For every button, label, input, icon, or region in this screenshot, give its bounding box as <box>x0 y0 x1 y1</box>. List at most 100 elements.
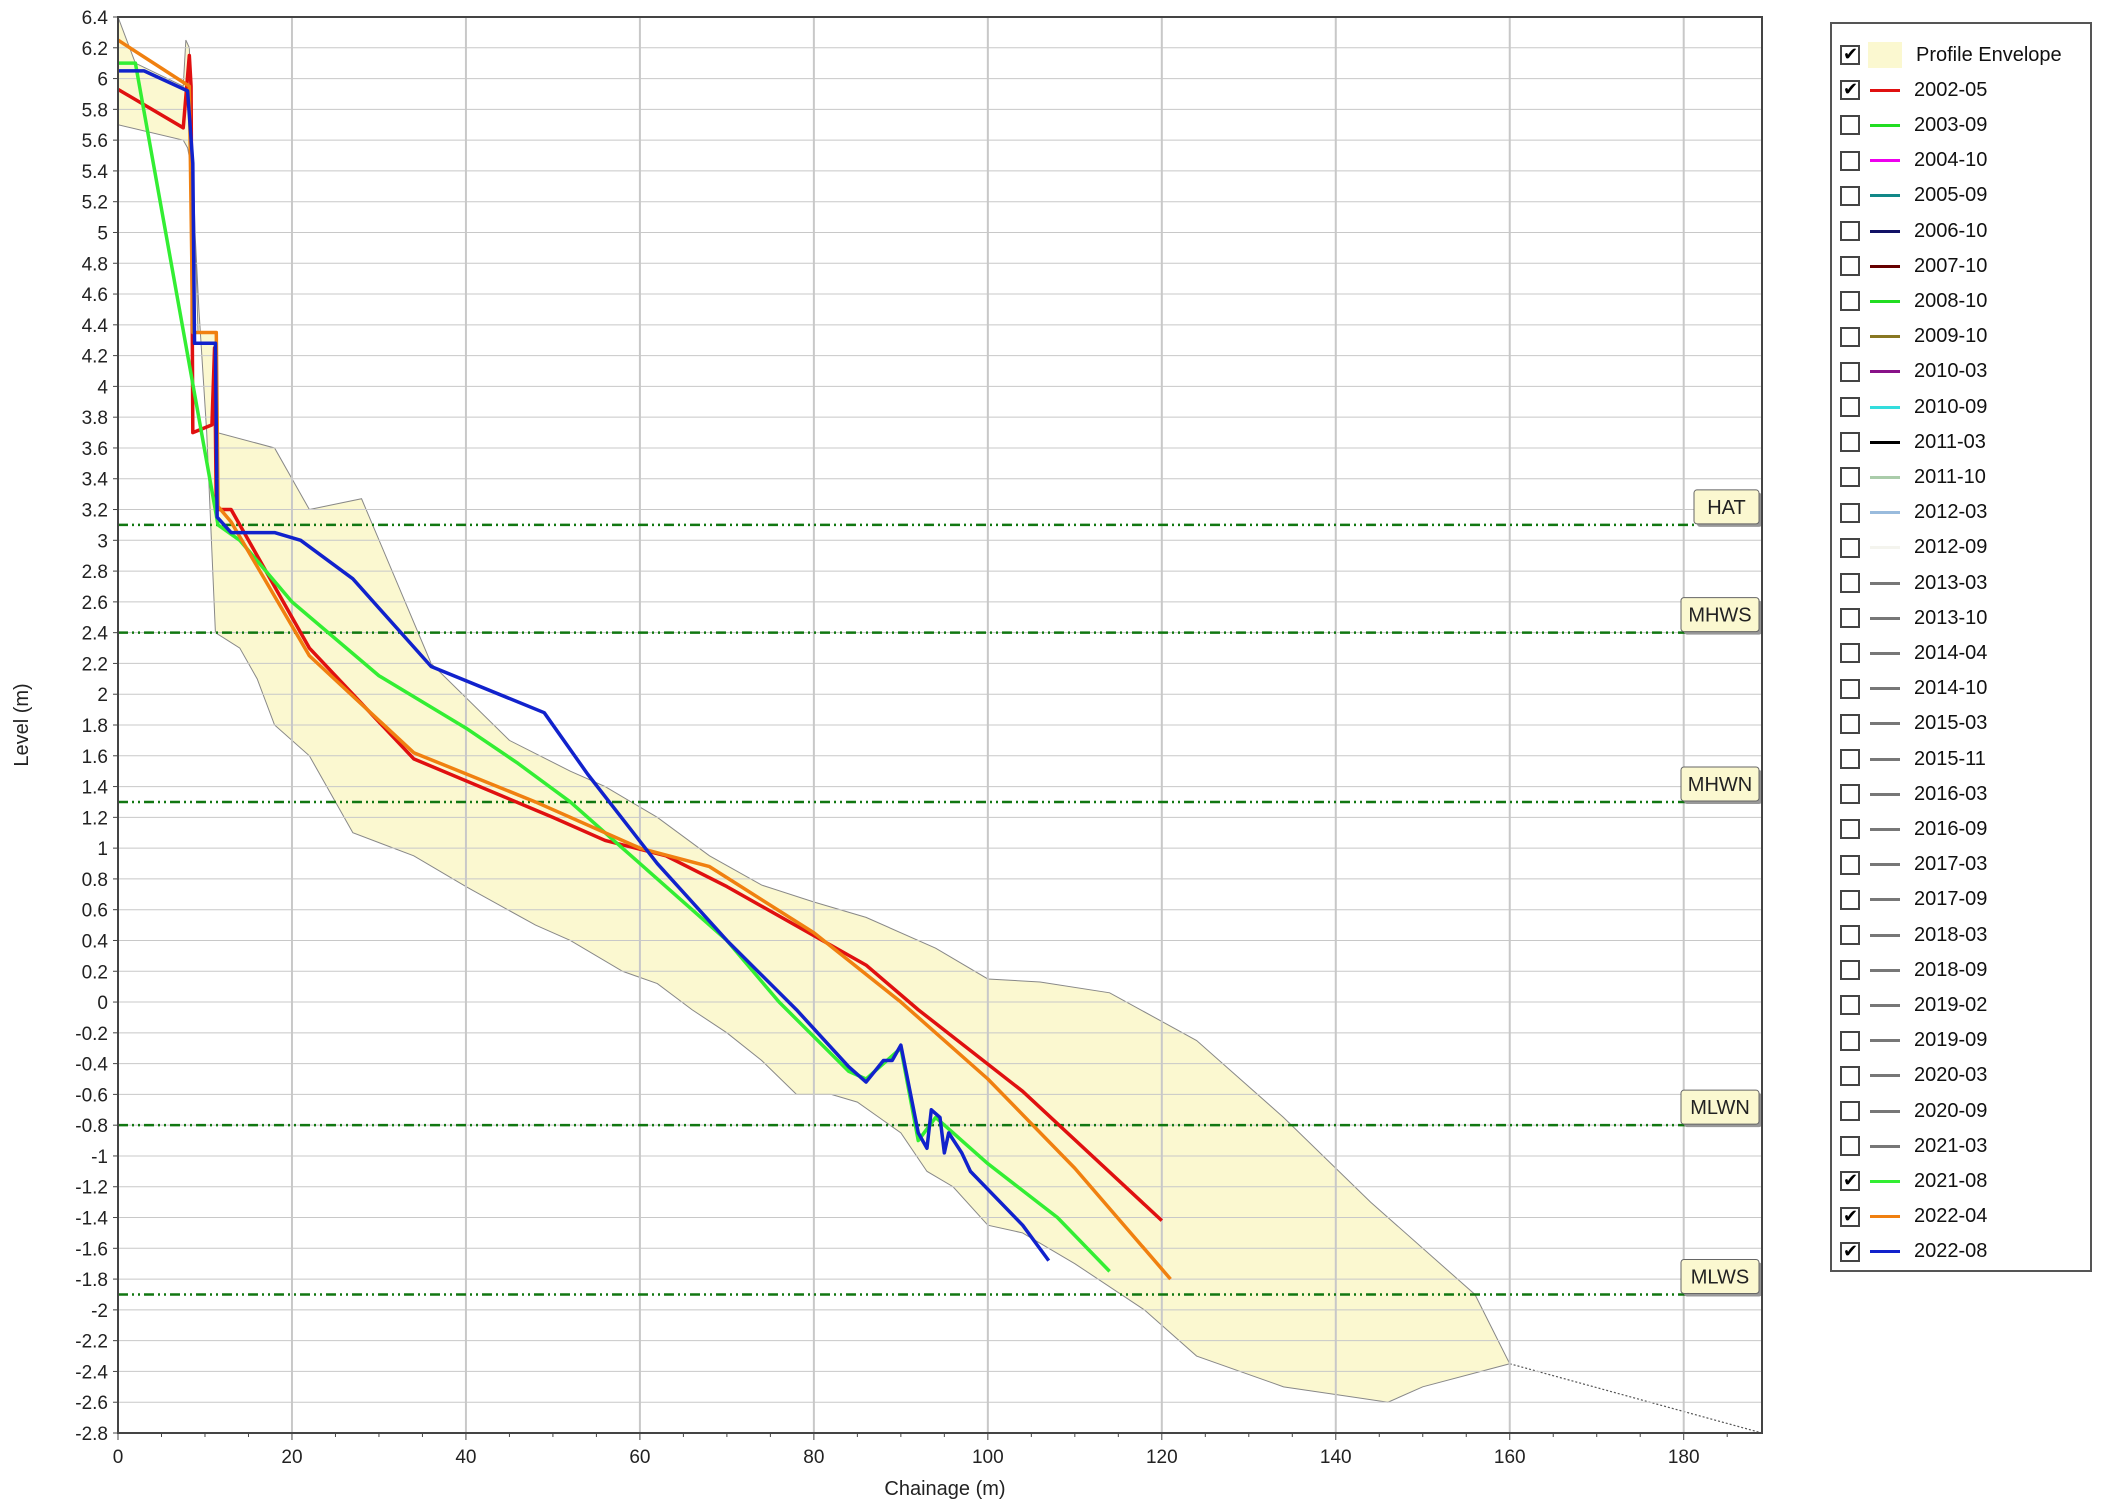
legend-label: 2007-10 <box>1914 254 1988 277</box>
series-line-2022-08 <box>118 69 1051 1262</box>
legend-label: 2020-03 <box>1914 1064 1988 1087</box>
legend-swatch <box>1870 123 1900 127</box>
legend-swatch <box>1870 792 1900 796</box>
legend-checkbox[interactable] <box>1840 819 1860 840</box>
legend-checkbox[interactable] <box>1840 1136 1860 1157</box>
legend-item: 2003-09 <box>1840 108 2090 142</box>
legend-checkbox[interactable] <box>1840 889 1860 910</box>
y-tick-label: 6.2 <box>82 39 108 60</box>
legend-checkbox[interactable] <box>1840 995 1860 1016</box>
legend-label: 2015-11 <box>1914 747 1986 770</box>
y-tick-label: 5.6 <box>82 131 108 152</box>
x-tick-label: 0 <box>113 1447 124 1468</box>
y-tick-label: -1.2 <box>75 1178 108 1199</box>
x-tick-label: 140 <box>1320 1447 1352 1468</box>
y-tick-label: 1.8 <box>82 716 108 737</box>
legend-swatch <box>1870 335 1900 339</box>
legend-checkbox[interactable] <box>1840 115 1860 136</box>
legend-checkbox[interactable] <box>1840 291 1860 312</box>
legend-checkbox[interactable] <box>1840 467 1860 488</box>
legend-label: 2019-09 <box>1914 1029 1988 1052</box>
legend-checkbox[interactable] <box>1840 185 1860 206</box>
legend-label: 2010-03 <box>1914 360 1988 383</box>
legend-checkbox[interactable] <box>1840 326 1860 347</box>
legend-checkbox[interactable] <box>1840 432 1860 453</box>
legend-checkbox[interactable] <box>1840 713 1860 734</box>
legend-label: 2002-05 <box>1914 78 1988 101</box>
y-tick-label: 4.8 <box>82 254 108 275</box>
legend-swatch <box>1870 616 1900 620</box>
profile-envelope-extension <box>1509 1363 1763 1434</box>
legend-checkbox[interactable] <box>1840 150 1860 171</box>
reference-label-box <box>1680 766 1760 802</box>
x-tick-label: 40 <box>455 1447 476 1468</box>
legend-swatch <box>1870 475 1900 479</box>
y-tick-label: 0.6 <box>82 901 108 922</box>
legend-item: 2016-03 <box>1840 777 2090 811</box>
legend-checkbox[interactable] <box>1840 1065 1860 1086</box>
legend-item: 2015-11 <box>1840 742 2090 776</box>
legend-item: 2019-09 <box>1840 1024 2090 1058</box>
reference-label-box <box>1680 1258 1760 1294</box>
legend-checkbox[interactable] <box>1840 1030 1860 1051</box>
reference-label-mhwn: MHWN <box>1688 774 1752 796</box>
legend-item: 2014-04 <box>1840 636 2090 670</box>
legend-label: 2004-10 <box>1914 149 1988 172</box>
y-tick-label: 3.6 <box>82 439 108 460</box>
legend-checkbox[interactable] <box>1840 784 1860 805</box>
legend-checkbox[interactable] <box>1840 361 1860 382</box>
x-tick-label: 20 <box>281 1447 302 1468</box>
legend-checkbox[interactable] <box>1840 749 1860 769</box>
legend-checkbox[interactable] <box>1840 1206 1860 1227</box>
legend-checkbox[interactable] <box>1840 643 1860 664</box>
y-tick-label: 2.2 <box>82 654 108 675</box>
legend-checkbox[interactable] <box>1840 960 1860 981</box>
y-tick-label: 5.4 <box>82 162 109 183</box>
y-tick-label: -0.6 <box>75 1085 108 1106</box>
legend-label: 2009-10 <box>1914 325 1988 348</box>
legend-swatch <box>1870 229 1900 233</box>
legend-item: 2002-05 <box>1840 73 2090 107</box>
legend-item: 2020-03 <box>1840 1059 2090 1093</box>
legend-checkbox[interactable] <box>1840 573 1860 593</box>
legend-checkbox[interactable] <box>1840 1241 1860 1262</box>
legend-checkbox[interactable] <box>1840 537 1860 558</box>
legend-item: 2015-03 <box>1840 707 2090 741</box>
legend-swatch <box>1870 159 1900 163</box>
legend-checkbox[interactable] <box>1840 79 1860 101</box>
legend-item: 2007-10 <box>1840 249 2090 283</box>
legend-swatch <box>1870 1215 1900 1219</box>
legend-label: Profile Envelope <box>1916 43 2062 66</box>
legend-label: 2021-08 <box>1914 1169 1988 1192</box>
legend-checkbox[interactable] <box>1840 221 1860 241</box>
y-tick-label: -2 <box>91 1301 108 1322</box>
legend-item: 2011-10 <box>1840 460 2090 494</box>
legend-checkbox[interactable] <box>1840 678 1860 699</box>
legend-item: 2005-09 <box>1840 179 2090 213</box>
legend-label: 2011-10 <box>1914 465 1986 488</box>
legend-item: 2021-08 <box>1840 1164 2090 1198</box>
y-tick-label: 1.2 <box>82 808 108 829</box>
legend-swatch <box>1870 757 1900 761</box>
reference-label-box <box>1680 1089 1760 1125</box>
y-tick-label: -2.8 <box>75 1424 108 1445</box>
legend-checkbox[interactable] <box>1840 44 1860 65</box>
legend-checkbox[interactable] <box>1840 608 1860 629</box>
legend-checkbox[interactable] <box>1840 1170 1860 1192</box>
legend-checkbox[interactable] <box>1840 854 1860 875</box>
legend-item: 2022-04 <box>1840 1200 2090 1234</box>
legend-swatch <box>1870 1179 1900 1183</box>
legend-checkbox[interactable] <box>1840 1101 1860 1121</box>
legend-checkbox[interactable] <box>1840 256 1860 277</box>
legend-swatch <box>1870 440 1900 444</box>
legend-label: 2013-10 <box>1914 606 1988 629</box>
legend-swatch <box>1870 88 1900 92</box>
legend-item: Profile Envelope <box>1840 38 2090 72</box>
y-tick-label: 3.8 <box>82 408 108 429</box>
legend-checkbox[interactable] <box>1840 925 1860 945</box>
y-tick-label: 4 <box>97 377 108 398</box>
legend-checkbox[interactable] <box>1840 502 1860 523</box>
legend-checkbox[interactable] <box>1840 397 1860 417</box>
y-tick-label: 2 <box>97 685 108 706</box>
y-tick-label: 3 <box>97 531 108 552</box>
